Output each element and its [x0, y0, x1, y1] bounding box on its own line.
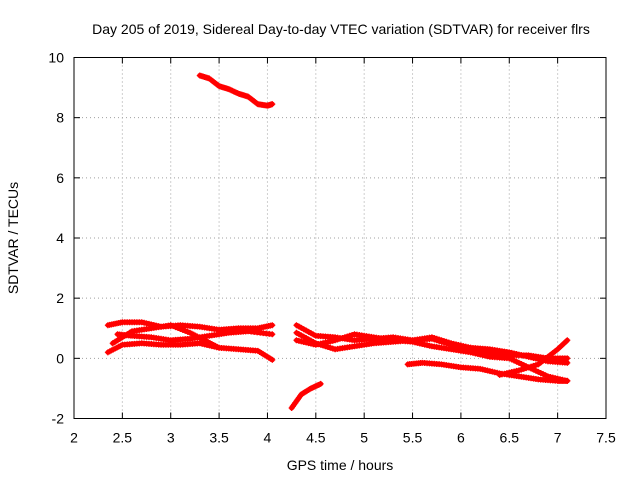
data-point-marker	[564, 337, 571, 344]
x-tick-label: 3.5	[209, 430, 229, 446]
series-trace-6	[288, 380, 324, 411]
data-point-marker	[269, 356, 276, 363]
x-axis-ticks: 2 2.5 3 3.5 4 4.5 5 5.5 6 6.5 7 7.5	[70, 57, 616, 446]
y-tick-label: 8	[56, 110, 64, 126]
data-point-marker	[564, 355, 571, 362]
x-tick-label: 3	[167, 430, 175, 446]
data-series	[104, 72, 571, 411]
series-trace-4	[104, 340, 276, 363]
y-axis-label: SDTVAR / TECUs	[5, 182, 21, 294]
x-tick-label: 2	[70, 430, 78, 446]
x-tick-label: 6	[457, 430, 465, 446]
x-tick-label: 6.5	[500, 430, 520, 446]
series-trace-5	[109, 322, 223, 351]
x-tick-label: 4.5	[306, 430, 326, 446]
x-tick-label: 5	[360, 430, 368, 446]
chart-title: Day 205 of 2019, Sidereal Day-to-day VTE…	[92, 21, 590, 37]
y-tick-label: 10	[48, 50, 64, 66]
y-tick-label: 0	[56, 350, 64, 366]
series-trace-1	[196, 72, 276, 109]
x-tick-label: 7.5	[596, 430, 616, 446]
y-axis-ticks: -2 0 2 4 6 8 10	[48, 50, 606, 427]
x-tick-label: 7	[554, 430, 562, 446]
y-tick-label: -2	[52, 411, 65, 427]
y-tick-label: 6	[56, 170, 64, 186]
y-tick-label: 2	[56, 290, 64, 306]
x-axis-label: GPS time / hours	[287, 457, 394, 473]
plot-frame	[73, 57, 607, 419]
series-trace-9	[293, 329, 571, 362]
x-tick-label: 4	[264, 430, 272, 446]
y-tick-label: 4	[56, 230, 64, 246]
data-point-marker	[269, 101, 276, 108]
x-tick-label: 5.5	[403, 430, 423, 446]
data-point-marker	[563, 338, 570, 345]
x-tick-label: 2.5	[113, 430, 133, 446]
series-trace-11	[496, 337, 571, 378]
series-trace-3	[114, 328, 276, 344]
data-point-marker	[216, 344, 223, 351]
data-point-marker	[269, 322, 276, 329]
data-point-marker	[269, 331, 276, 338]
data-point-marker	[317, 380, 324, 387]
data-point-marker	[564, 377, 571, 384]
